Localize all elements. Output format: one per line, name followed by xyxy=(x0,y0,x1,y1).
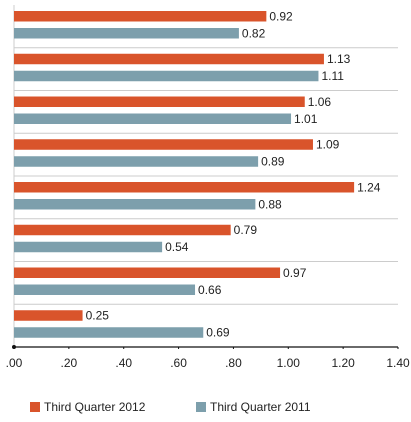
bar xyxy=(14,139,313,150)
x-tick-label: .40 xyxy=(115,356,132,370)
bar xyxy=(14,156,259,167)
bar xyxy=(14,199,256,210)
value-label: 0.82 xyxy=(242,26,266,40)
value-label: 1.13 xyxy=(327,52,351,66)
value-label: 1.09 xyxy=(316,138,340,152)
x-tick-label: .60 xyxy=(170,356,187,370)
value-label: 1.11 xyxy=(321,69,344,83)
x-tick-label: 1.40 xyxy=(386,356,410,370)
value-label: 0.92 xyxy=(269,9,293,23)
legend-swatch xyxy=(30,402,40,412)
x-tick-label: 1.00 xyxy=(277,356,301,370)
bar xyxy=(14,28,239,39)
value-label: 0.69 xyxy=(206,326,230,340)
bar xyxy=(14,70,319,82)
legend-label: Third Quarter 2011 xyxy=(210,400,311,414)
value-label: 1.01 xyxy=(294,112,318,126)
x-tick-label: .80 xyxy=(225,356,242,370)
value-label: 0.79 xyxy=(234,223,258,237)
x-tick-label: .00 xyxy=(6,356,23,370)
value-label: 0.89 xyxy=(261,155,285,169)
value-label: 1.24 xyxy=(357,180,381,194)
bar xyxy=(14,241,163,253)
value-label: 0.25 xyxy=(86,309,110,323)
bar xyxy=(14,113,292,124)
bar xyxy=(14,327,204,338)
value-label: 1.06 xyxy=(308,95,332,109)
x-tick-label: .20 xyxy=(61,356,78,370)
bar xyxy=(14,284,196,295)
value-label: 0.54 xyxy=(165,240,189,254)
x-tick-label: 1.20 xyxy=(331,356,355,370)
bar xyxy=(14,182,355,193)
bar xyxy=(14,11,267,22)
bar xyxy=(14,310,83,321)
bar xyxy=(14,96,305,107)
bar xyxy=(14,53,324,65)
bar xyxy=(14,267,281,278)
bar xyxy=(14,224,231,236)
value-label: 0.97 xyxy=(283,266,307,280)
value-label: 0.88 xyxy=(258,197,282,211)
legend-swatch xyxy=(196,402,206,412)
value-label: 0.66 xyxy=(198,283,222,297)
legend-label: Third Quarter 2012 xyxy=(44,400,146,414)
